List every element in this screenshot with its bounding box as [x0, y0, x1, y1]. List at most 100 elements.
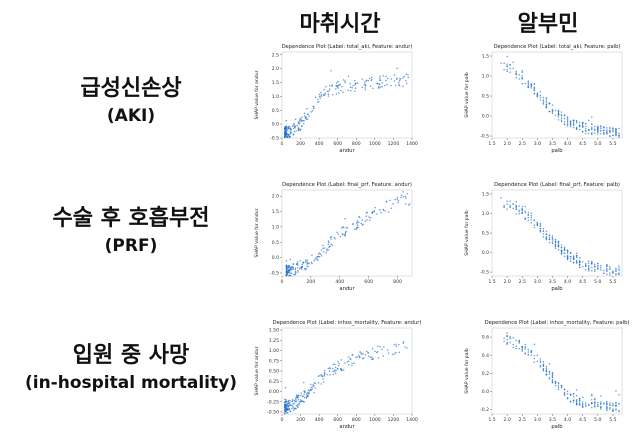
x-tick-label: 2.5	[519, 279, 526, 285]
data-point	[524, 348, 527, 350]
data-point	[578, 263, 581, 266]
data-point	[303, 394, 305, 396]
data-point	[618, 132, 620, 135]
data-point	[557, 248, 560, 251]
data-point	[396, 78, 398, 81]
data-point	[506, 338, 508, 341]
data-point	[297, 121, 300, 123]
data-point	[300, 394, 302, 397]
data-point	[533, 357, 536, 360]
data-point	[300, 392, 303, 394]
row-label-aki: 급성신손상 (AKI)	[0, 70, 262, 126]
data-point	[289, 136, 291, 138]
data-point	[578, 397, 581, 400]
data-point	[594, 398, 596, 401]
data-point	[500, 62, 502, 64]
data-point	[327, 93, 330, 95]
data-point	[572, 119, 575, 121]
data-point	[597, 268, 599, 270]
data-point	[331, 84, 333, 86]
data-point	[603, 126, 605, 129]
data-point	[609, 406, 611, 409]
data-point	[372, 87, 374, 90]
data-point	[301, 116, 303, 119]
data-point	[618, 394, 620, 396]
data-point	[557, 112, 560, 114]
data-point	[554, 243, 557, 246]
data-point	[402, 85, 404, 88]
x-tick-label: 5.0	[594, 279, 601, 285]
data-point	[615, 273, 617, 276]
data-point	[336, 231, 338, 234]
data-point	[551, 240, 554, 242]
data-point	[395, 345, 398, 347]
data-point	[284, 408, 287, 410]
x-tick-label: 600	[364, 279, 373, 285]
data-point	[317, 382, 320, 384]
data-point	[518, 73, 520, 76]
data-point	[356, 355, 359, 358]
data-point	[542, 96, 545, 99]
data-point	[515, 347, 517, 350]
x-tick-label: 2.0	[503, 417, 510, 423]
data-point	[290, 131, 293, 134]
data-point	[285, 269, 288, 271]
data-point	[405, 197, 407, 200]
data-point	[530, 351, 533, 353]
data-point	[563, 252, 566, 254]
data-point	[292, 406, 294, 408]
x-tick-label: 4.0	[564, 141, 571, 147]
x-tick-label: 5.0	[594, 141, 601, 147]
data-point	[349, 82, 351, 85]
data-point	[291, 404, 293, 407]
data-point	[591, 123, 593, 126]
data-point	[361, 78, 363, 80]
data-point	[395, 351, 397, 354]
data-point	[518, 347, 520, 350]
data-point	[506, 334, 508, 337]
data-point	[284, 131, 286, 133]
data-point	[335, 85, 337, 87]
data-point	[615, 402, 617, 405]
data-point	[302, 261, 304, 264]
y-tick-label: 0.0	[272, 255, 279, 261]
data-point	[530, 87, 533, 89]
data-point	[311, 110, 314, 112]
data-point	[612, 404, 614, 407]
data-point	[575, 260, 578, 262]
data-point	[521, 209, 523, 212]
data-point	[548, 110, 551, 113]
x-tick-label: 2.0	[503, 279, 510, 285]
data-point	[563, 115, 566, 117]
data-point	[289, 130, 291, 132]
data-point	[302, 119, 304, 122]
data-point	[618, 409, 620, 412]
data-point	[521, 76, 523, 79]
data-point	[398, 79, 401, 82]
data-point	[285, 398, 287, 401]
data-point	[353, 79, 356, 82]
data-point	[566, 120, 569, 122]
data-point	[290, 269, 293, 271]
data-point	[521, 205, 523, 208]
data-point	[551, 371, 554, 374]
data-point	[557, 386, 560, 389]
data-point	[403, 75, 405, 78]
data-point	[285, 119, 288, 122]
data-point	[542, 230, 545, 232]
data-point	[518, 342, 520, 344]
data-point	[355, 356, 357, 359]
data-point	[285, 410, 287, 413]
y-tick-label: 1.00	[269, 348, 279, 354]
data-point	[354, 90, 356, 92]
data-point	[402, 196, 405, 198]
data-point	[578, 256, 581, 259]
data-point	[539, 358, 542, 360]
data-point	[515, 339, 517, 342]
data-point	[524, 210, 527, 212]
data-point	[566, 125, 569, 127]
data-point	[398, 81, 400, 84]
data-point	[292, 127, 295, 130]
data-point	[286, 129, 289, 132]
data-point	[548, 363, 551, 365]
